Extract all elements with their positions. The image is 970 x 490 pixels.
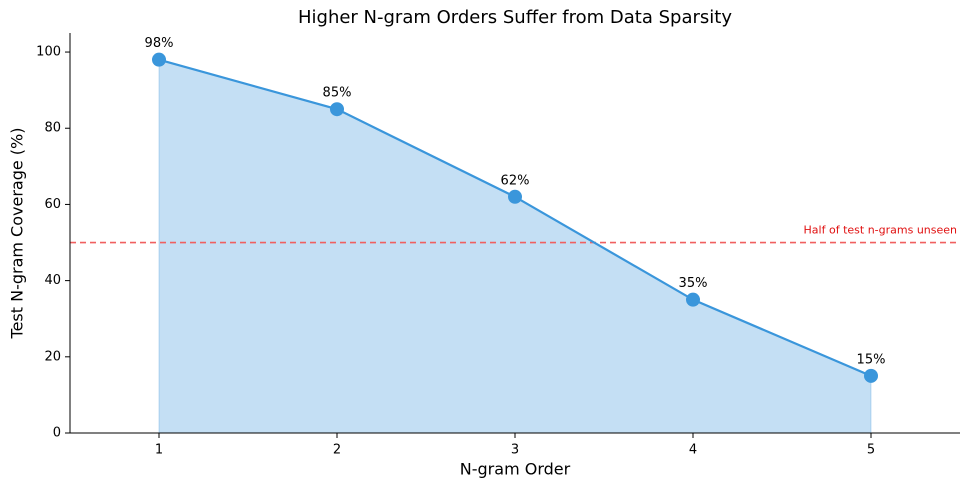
value-label: 15% bbox=[857, 352, 886, 367]
x-tick-label: 4 bbox=[689, 443, 697, 458]
area bbox=[158, 59, 872, 434]
x-tick-label: 3 bbox=[511, 443, 519, 458]
y-tick-label: 0 bbox=[53, 426, 61, 441]
x-tick-label: 2 bbox=[333, 443, 341, 458]
x-axis-label: N-gram Order bbox=[460, 460, 571, 479]
point bbox=[152, 52, 166, 67]
y-tick-label: 40 bbox=[44, 273, 61, 288]
x-tick-label: 5 bbox=[867, 443, 875, 458]
value-label: 62% bbox=[501, 173, 530, 188]
y-tick-label: 20 bbox=[44, 349, 61, 364]
value-label: 98% bbox=[145, 36, 174, 51]
y-tick-label: 60 bbox=[44, 197, 61, 212]
y-tick-label: 80 bbox=[44, 121, 61, 136]
point bbox=[864, 368, 878, 383]
point bbox=[330, 102, 344, 117]
point bbox=[686, 292, 700, 307]
y-axis-label: Test N-gram Coverage (%) bbox=[8, 128, 27, 340]
point bbox=[508, 189, 522, 204]
y-tick-label: 100 bbox=[36, 45, 61, 60]
value-label: 35% bbox=[679, 276, 708, 291]
reference-label: Half of test n-grams unseen bbox=[804, 224, 957, 237]
value-label: 85% bbox=[323, 86, 352, 101]
x-tick-label: 1 bbox=[155, 443, 163, 458]
chart-title: Higher N-gram Orders Suffer from Data Sp… bbox=[298, 7, 732, 28]
